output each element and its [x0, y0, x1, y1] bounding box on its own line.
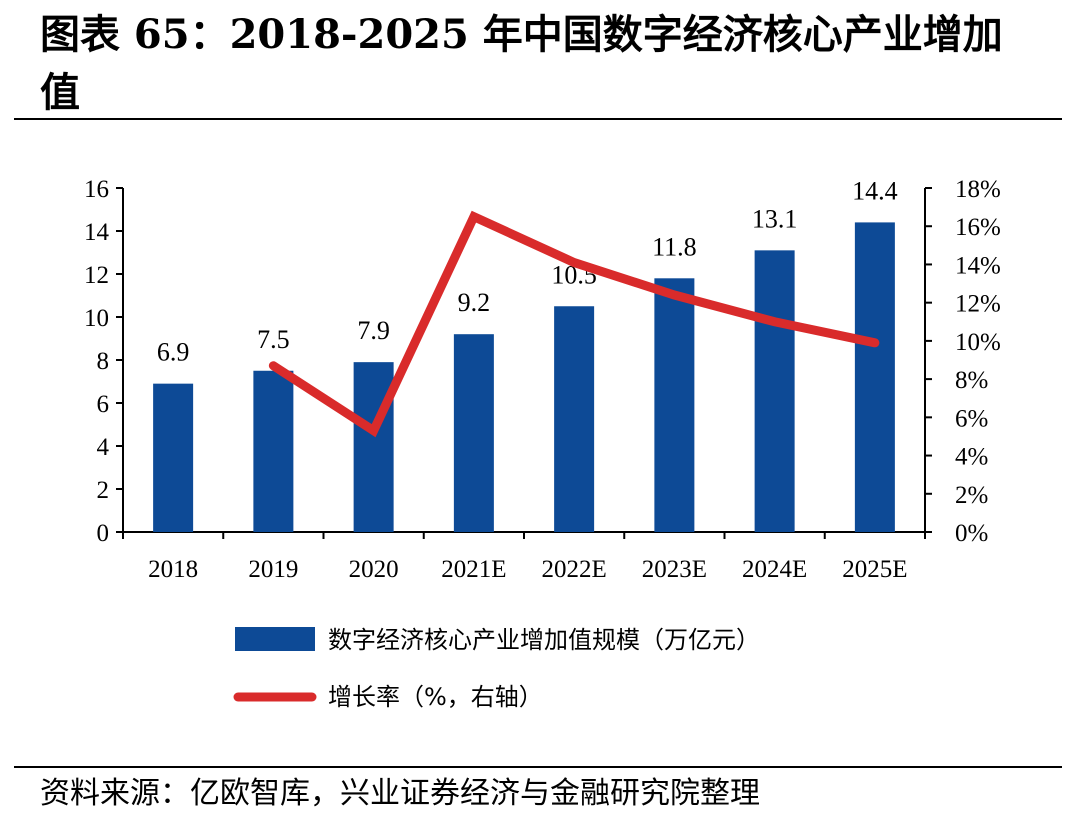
x-axis-tick-label: 2025E — [842, 556, 907, 583]
left-axis: 0 2 4 6 8 10 12 14 16 — [84, 176, 124, 547]
bar — [453, 334, 494, 532]
bar-data-label: 13.1 — [752, 204, 798, 233]
x-axis-tick-label: 2020 — [349, 556, 399, 583]
bar-data-label: 9.2 — [458, 288, 491, 317]
bar-data-label: 11.8 — [652, 232, 697, 261]
bar-data-label: 6.9 — [157, 338, 190, 367]
bar — [253, 370, 294, 532]
right-axis-tick-label: 2% — [955, 482, 988, 509]
x-axis-tick-label: 2024E — [742, 556, 807, 583]
left-axis-tick-label: 14 — [84, 219, 110, 246]
x-axis: 2018 2019 2020 2021E 2022E 2023E 2024E 2025E — [122, 531, 926, 583]
right-axis-tick-label: 6% — [955, 405, 988, 432]
bar-data-label: 7.9 — [357, 316, 390, 345]
bar — [654, 278, 695, 532]
bar — [754, 250, 795, 532]
right-axis-tick-label: 0% — [955, 520, 988, 547]
legend-bar-swatch — [235, 627, 315, 651]
bar-data-label: 14.4 — [852, 176, 898, 205]
bar-series — [153, 222, 895, 532]
figure-title: 图表 65：2018-2025 年中国数字经济核心产业增加值 — [40, 11, 1003, 116]
right-axis-tick-label: 10% — [955, 329, 1001, 356]
right-axis-tick-label: 16% — [955, 214, 1001, 241]
bar-data-label: 7.5 — [257, 325, 290, 354]
bar — [854, 222, 895, 532]
left-axis-tick-label: 10 — [84, 305, 109, 332]
left-axis-tick-label: 8 — [97, 348, 110, 375]
right-axis: 0% 2% 4% 6% 8% 10% 12% 14% 16% 18% — [924, 176, 1001, 547]
growth-line-series — [268, 210, 880, 438]
left-axis-tick-label: 0 — [97, 520, 110, 547]
right-axis-tick-label: 14% — [955, 252, 1001, 279]
left-axis-tick-label: 16 — [84, 176, 109, 203]
right-axis-tick-label: 18% — [955, 176, 1001, 203]
x-axis-tick-label: 2021E — [441, 556, 506, 583]
left-axis-tick-label: 6 — [97, 391, 110, 418]
x-axis-tick-label: 2023E — [642, 556, 707, 583]
title-rule — [14, 118, 1062, 120]
legend: 数字经济核心产业增加值规模（万亿元） 增长率（%，右轴） — [233, 626, 760, 711]
source-note: 资料来源：亿欧智库，兴业证券经济与金融研究院整理 — [40, 776, 760, 811]
left-axis-tick-label: 4 — [97, 434, 110, 461]
bar — [554, 306, 595, 532]
right-axis-tick-label: 4% — [955, 444, 988, 471]
bar — [353, 362, 394, 532]
x-axis-tick-label: 2018 — [148, 556, 198, 583]
source-rule — [14, 766, 1062, 768]
left-axis-tick-label: 2 — [97, 477, 110, 504]
x-axis-tick-label: 2022E — [541, 556, 606, 583]
legend-line-label: 增长率（%，右轴） — [328, 683, 543, 711]
x-axis-tick-label: 2019 — [248, 556, 298, 583]
right-axis-tick-label: 8% — [955, 367, 988, 394]
right-axis-tick-label: 12% — [955, 291, 1001, 318]
left-axis-tick-label: 12 — [84, 262, 109, 289]
legend-bar-label: 数字经济核心产业增加值规模（万亿元） — [328, 626, 760, 654]
bar — [153, 383, 194, 532]
